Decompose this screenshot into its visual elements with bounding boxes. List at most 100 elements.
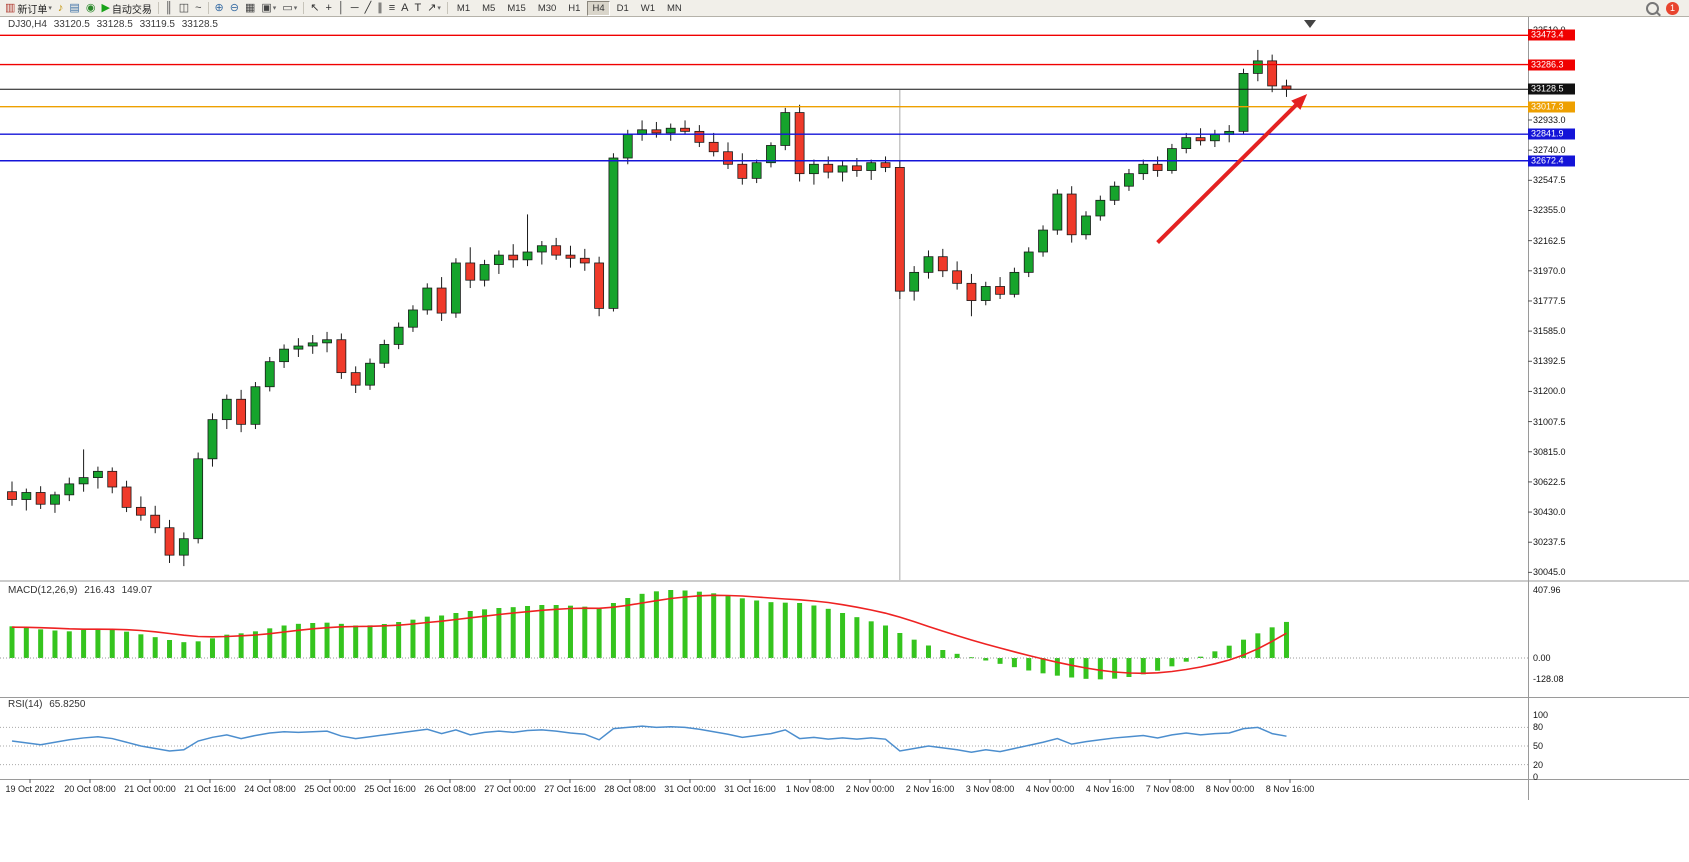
zoom-out-icon: ⊖ [229,1,239,14]
price-tick-label: 31007.5 [1533,416,1566,427]
chevron-down-icon: ▾ [437,5,441,12]
zoom-in-button[interactable]: ⊕ [212,1,227,16]
macd-scale-label: 407.96 [1533,585,1561,595]
tf-button-w1[interactable]: W1 [640,2,656,14]
vline-icon: │ [337,1,345,14]
trendline-tool-button[interactable]: ╱ [362,1,375,16]
bar-open: 33120.5 [53,19,90,30]
time-tick-label: 8 Nov 16:00 [1265,784,1315,794]
rsi-value: 65.8250 [49,699,86,710]
sound-alert-button[interactable]: ♪ [55,1,67,16]
price-line-label: 33473.4 [1528,29,1575,41]
rsi-indicator-label: RSI(14) 65.8250 [8,699,89,710]
macd-main-value: 216.43 [84,585,115,596]
price-tick-label: 30430.0 [1533,507,1566,518]
trade-levels-button[interactable]: ◉ [83,1,99,16]
line-chart-type-button[interactable]: ~ [192,1,204,16]
macd-signal-line [11,594,1287,675]
cursor-icon: ↖ [310,1,320,14]
text-icon: A [401,1,409,14]
printer-icon: ▤ [69,1,80,14]
arrows-tool-button[interactable]: ↗ ▾ [424,1,444,16]
symbol-info: DJ30,H4 33120.5 33128.5 33119.5 33128.5 [8,19,222,30]
price-tick-label: 32740.0 [1533,145,1566,156]
horn-icon: ♪ [57,1,64,14]
time-tick-label: 2 Nov 16:00 [905,784,955,794]
channel-tool-button[interactable]: ∥ [374,1,386,16]
arrange-windows-button[interactable]: ▣ ▾ [258,1,279,16]
text-tool-button[interactable]: A [398,1,411,16]
rsi-scale-label: 0 [1533,772,1539,782]
price-tick-label: 32355.0 [1533,205,1566,216]
tf-button-m5[interactable]: M5 [482,2,496,14]
time-tick-label: 31 Oct 00:00 [664,784,716,794]
play-icon: ▶ [101,1,110,14]
toolbar-right: 1 [1646,1,1689,15]
time-tick-label: 19 Oct 2022 [5,784,55,794]
fibonacci-tool-button[interactable]: ≡ [386,1,398,16]
crosshair-tool-button[interactable]: + [322,1,334,16]
chevron-down-icon: ▾ [272,5,277,12]
time-tick-label: 27 Oct 16:00 [544,784,596,794]
label-tool-button[interactable]: T [411,1,424,16]
time-tick-label: 4 Nov 16:00 [1085,784,1135,794]
vertical-line-tool-button[interactable]: │ [335,1,348,16]
macd-histogram [9,590,1289,680]
trend-arrow[interactable] [1156,94,1308,245]
price-tick-label: 33510.0 [1533,25,1566,35]
new-order-label: 新订单 [17,4,48,16]
autotrading-label: 自动交易 [111,4,152,16]
time-tick-label: 1 Nov 08:00 [785,784,835,794]
price-tick-label: 30045.0 [1533,567,1566,578]
symbol-timeframe: DJ30,H4 [8,19,47,30]
new-order-button[interactable]: ▥ 新订单 ▾ [2,1,55,16]
tf-button-m1[interactable]: M1 [456,2,471,14]
toolbar-separator [446,2,448,14]
tile-windows-button[interactable]: ▦ [242,1,258,16]
candles-icon: ◫ [178,1,190,14]
search-icon[interactable] [1646,1,1659,15]
horizontal-line-tool-button[interactable]: ─ [348,1,362,16]
tf-button-m30[interactable]: M30 [537,2,557,14]
time-tick-label: 25 Oct 16:00 [364,784,416,794]
print-button[interactable]: ▤ [66,1,82,16]
time-tick-label: 2 Nov 00:00 [845,784,895,794]
time-tick-label: 21 Oct 00:00 [124,784,176,794]
rsi-line [11,725,1287,753]
candlestick-chart-type-button[interactable]: ◫ [176,1,192,16]
tf-button-m15[interactable]: M15 [507,2,526,14]
price-line-label: 32672.4 [1528,155,1575,167]
line-icon: ~ [195,1,202,14]
time-tick-label: 21 Oct 16:00 [184,784,236,794]
zoom-in-icon: ⊕ [214,1,224,14]
price-tick-label: 30622.5 [1533,476,1566,487]
chart-shift-marker-icon[interactable] [1304,20,1316,28]
time-tick-label: 4 Nov 00:00 [1025,784,1075,794]
cursor-tool-button[interactable]: ↖ [307,1,322,16]
bar-chart-type-button[interactable]: ║ [162,1,176,16]
tf-button-mn[interactable]: MN [667,2,682,14]
price-tick-label: 30237.5 [1533,537,1566,548]
bar-high: 33128.5 [96,19,133,30]
tf-button-d1[interactable]: D1 [616,2,629,14]
autotrading-button[interactable]: ▶ 自动交易 [98,1,154,16]
label-icon: T [414,1,422,14]
crosshair-icon: + [325,1,332,14]
rsi-scale-label: 80 [1533,722,1544,733]
time-tick-label: 20 Oct 08:00 [64,784,116,794]
price-tick-label: 31585.0 [1533,326,1566,337]
horizontal-price-lines[interactable] [0,34,1528,162]
price-tick-label: 30815.0 [1533,446,1566,457]
tf-button-h1[interactable]: H1 [568,2,581,14]
zoom-out-button[interactable]: ⊖ [227,1,242,16]
rsi-scale-label: 20 [1533,759,1544,770]
notification-badge[interactable]: 1 [1666,1,1679,15]
macd-signal-value: 149.07 [121,585,153,596]
hline-icon: ─ [350,1,359,14]
tf-button-h4[interactable]: H4 [587,0,610,16]
price-tick-label: 32162.5 [1533,235,1566,246]
chart-shift-button[interactable]: ▭ ▾ [279,1,300,16]
time-tick-label: 8 Nov 00:00 [1205,784,1255,794]
